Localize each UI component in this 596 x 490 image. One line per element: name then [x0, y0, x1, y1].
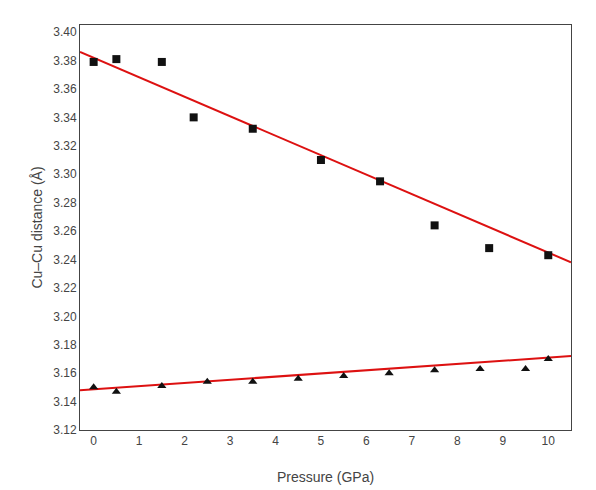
svg-text:Pressure (GPa): Pressure (GPa)	[277, 469, 374, 485]
svg-text:3.34: 3.34	[53, 111, 77, 125]
svg-text:5: 5	[318, 434, 325, 448]
svg-text:0: 0	[90, 434, 97, 448]
svg-text:7: 7	[409, 434, 416, 448]
svg-text:3.24: 3.24	[53, 253, 77, 267]
svg-text:Cu–Cu distance (Å): Cu–Cu distance (Å)	[29, 166, 45, 288]
svg-text:9: 9	[499, 434, 506, 448]
svg-text:3.38: 3.38	[53, 54, 77, 68]
svg-text:3: 3	[227, 434, 234, 448]
svg-text:3.36: 3.36	[53, 82, 77, 96]
svg-text:3.32: 3.32	[53, 139, 77, 153]
svg-text:3.30: 3.30	[53, 167, 77, 181]
svg-text:8: 8	[454, 434, 461, 448]
svg-text:4: 4	[272, 434, 279, 448]
svg-text:3.18: 3.18	[53, 338, 77, 352]
svg-text:3.20: 3.20	[53, 310, 77, 324]
svg-text:1: 1	[136, 434, 143, 448]
svg-text:3.28: 3.28	[53, 196, 77, 210]
svg-text:3.12: 3.12	[53, 423, 77, 437]
svg-text:6: 6	[363, 434, 370, 448]
svg-text:3.40: 3.40	[53, 25, 77, 39]
svg-text:3.14: 3.14	[53, 395, 77, 409]
svg-text:3.26: 3.26	[53, 224, 77, 238]
svg-text:3.16: 3.16	[53, 366, 77, 380]
svg-text:2: 2	[181, 434, 188, 448]
svg-text:3.22: 3.22	[53, 281, 77, 295]
svg-text:10: 10	[542, 434, 556, 448]
